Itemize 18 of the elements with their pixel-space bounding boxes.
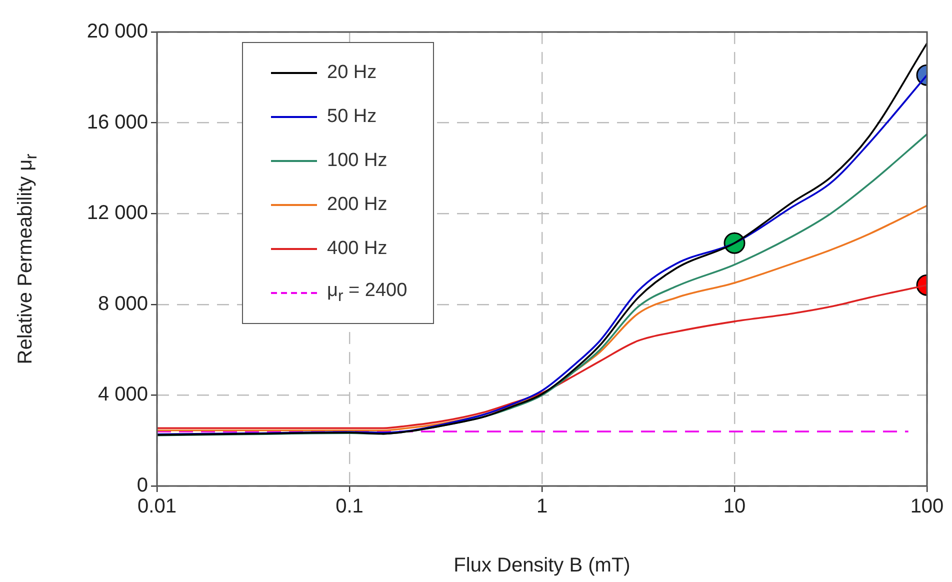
legend-label: μ$_{r}$ = 2400 bbox=[327, 280, 408, 306]
x-axis-title: Flux Density B (mT) bbox=[454, 554, 630, 577]
x-tick-label: 100 bbox=[910, 496, 944, 518]
y-tick-label: 8 000 bbox=[98, 292, 148, 315]
legend-label: 400 Hz bbox=[327, 238, 388, 260]
y-tick-label: 16 000 bbox=[86, 111, 148, 134]
x-tick-label: 0.01 bbox=[138, 496, 176, 518]
x-tick-label: 10 bbox=[723, 496, 746, 518]
legend-label: 50 Hz bbox=[327, 106, 377, 128]
legend-label: 20 Hz bbox=[327, 62, 377, 84]
legend-label: 100 Hz bbox=[327, 150, 388, 172]
y-tick-label: 4 000 bbox=[98, 384, 148, 406]
y-tick-label: 0 bbox=[136, 474, 148, 497]
legend-label: 200 Hz bbox=[327, 194, 388, 216]
x-tick-label: 1 bbox=[536, 496, 548, 518]
x-tick-label: 0.1 bbox=[336, 496, 364, 518]
y-tick-label: 20 000 bbox=[86, 20, 148, 43]
y-tick-label: 12 000 bbox=[86, 202, 148, 224]
